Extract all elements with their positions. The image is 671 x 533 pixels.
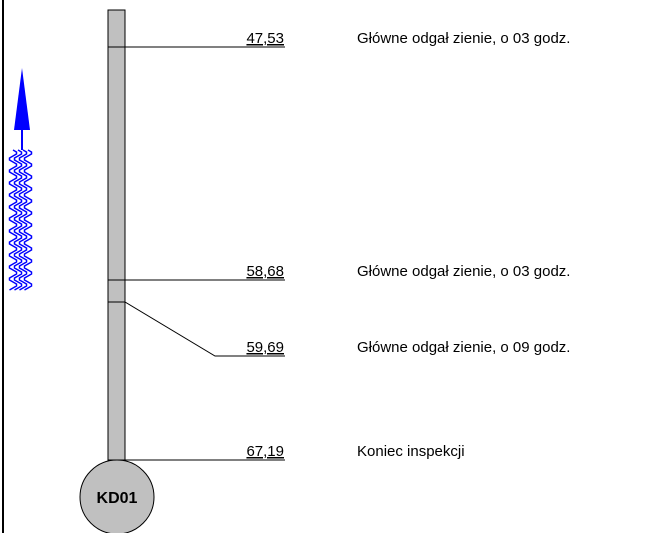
description: Koniec inspekcji: [357, 443, 465, 460]
wave: [13, 149, 23, 291]
distance: 58,68: [246, 263, 284, 280]
pipe: [107, 9, 126, 466]
distance: 47,53: [246, 30, 284, 47]
distance: 67,19: [246, 443, 284, 460]
wave: [23, 149, 33, 291]
wave: [8, 149, 18, 291]
marker-line: [108, 301, 285, 357]
distance: 59,69: [246, 339, 284, 356]
description: Główne odgał zienie, o 03 godz.: [357, 263, 570, 280]
flow-arrow: [8, 68, 33, 291]
description: Główne odgał zienie, o 09 godz.: [357, 339, 570, 356]
description: Główne odgał zienie, o 03 godz.: [357, 30, 570, 47]
wave: [18, 149, 28, 291]
manhole-label: KD01: [97, 490, 138, 507]
